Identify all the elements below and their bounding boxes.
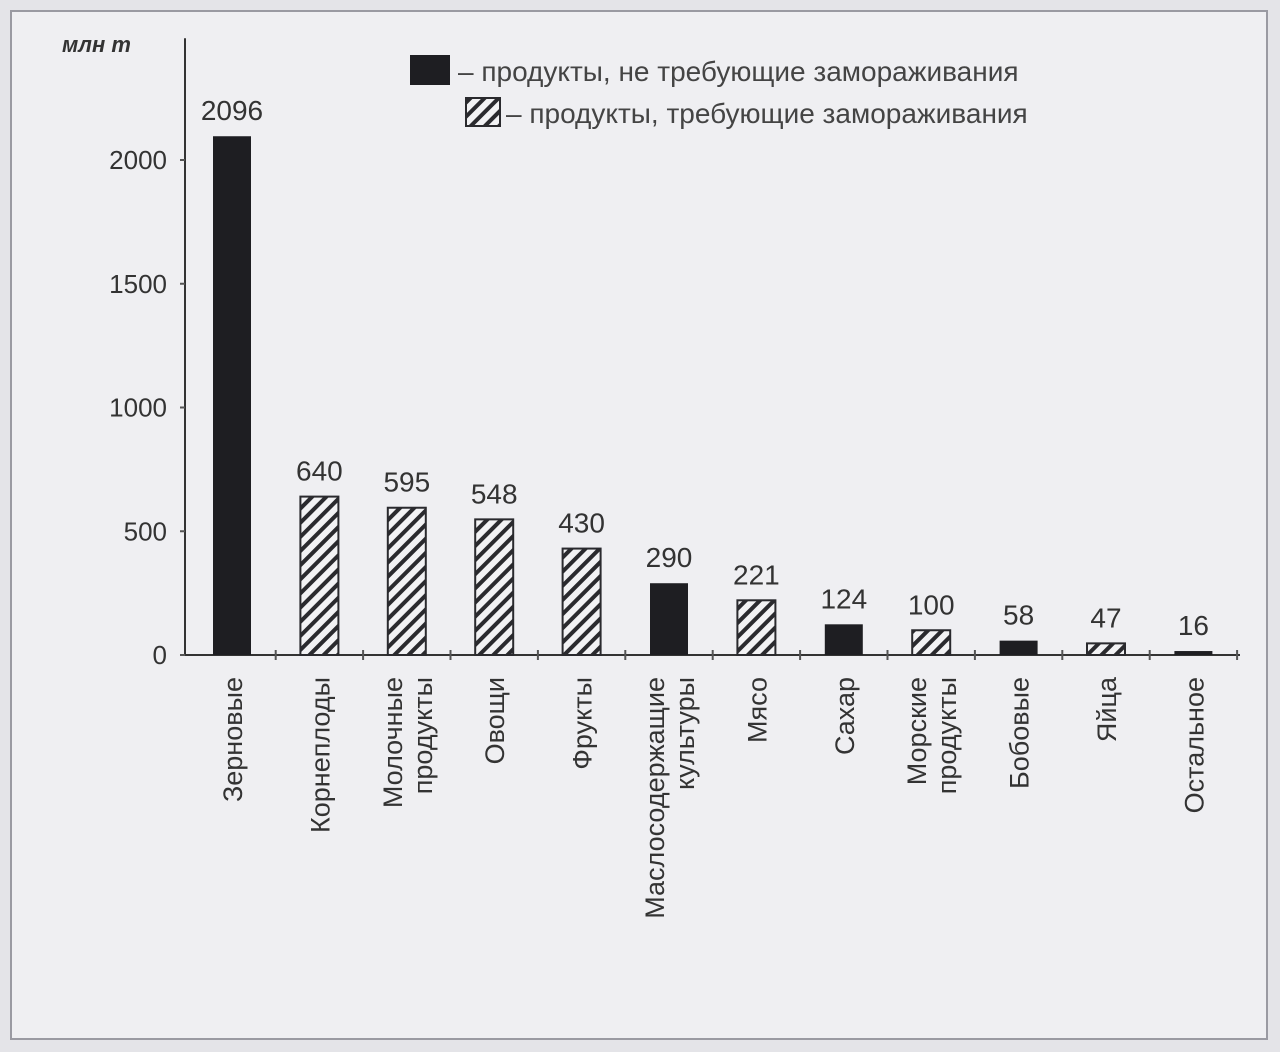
bar — [911, 629, 952, 656]
category-label: Маслосодержащие — [640, 677, 670, 919]
bar — [1174, 651, 1213, 655]
bar — [386, 506, 427, 656]
y-tick-label: 1000 — [109, 393, 167, 423]
bar-value-label: 124 — [820, 583, 867, 614]
bar — [1086, 642, 1126, 656]
bar — [736, 599, 777, 656]
legend-swatch-solid — [410, 55, 450, 85]
bar-value-label: 548 — [471, 478, 518, 509]
bar-value-label: 221 — [733, 559, 780, 590]
legend-swatch-hatched — [465, 97, 501, 127]
bar-value-label: 595 — [383, 467, 430, 498]
category-label: Яйца — [1092, 676, 1122, 742]
bar-value-label: 640 — [296, 456, 343, 487]
bar — [213, 136, 251, 656]
bar-value-label: 100 — [908, 589, 955, 620]
bar — [824, 624, 863, 655]
bar-value-label: 16 — [1178, 610, 1209, 641]
category-label: Корнеплоды — [305, 677, 335, 833]
bar — [561, 547, 602, 657]
category-label: культуры — [670, 677, 700, 790]
category-label: Фрукты — [568, 677, 598, 770]
legend-label-hatched: – продукты, требующие замораживания — [506, 98, 1028, 129]
bar — [650, 583, 688, 655]
category-label: Молочные — [378, 677, 408, 808]
category-label: продукты — [932, 677, 962, 794]
bar-value-label: 47 — [1090, 602, 1121, 633]
bar-value-label: 290 — [646, 542, 693, 573]
bar-value-label: 2096 — [201, 95, 263, 126]
y-tick-label: 500 — [124, 516, 167, 546]
legend: – продукты, не требующие замораживания –… — [410, 55, 1028, 129]
category-label: Морские — [902, 677, 932, 785]
y-tick-label: 0 — [153, 640, 167, 670]
bar-value-label: 58 — [1003, 600, 1034, 631]
category-label: Зерновые — [218, 677, 248, 802]
bar-value-label: 430 — [558, 508, 605, 539]
y-axis-label: млн т — [62, 32, 131, 57]
bar — [299, 495, 340, 656]
category-label: продукты — [408, 677, 438, 794]
y-tick-label: 2000 — [109, 145, 167, 175]
y-tick-label: 1500 — [109, 269, 167, 299]
bar — [999, 640, 1038, 655]
category-label: Бобовые — [1005, 677, 1035, 789]
bar — [474, 518, 515, 656]
category-label: Сахар — [830, 677, 860, 755]
legend-label-solid: – продукты, не требующие замораживания — [458, 56, 1019, 87]
category-label: Овощи — [480, 677, 510, 764]
category-label: Остальное — [1179, 677, 1209, 813]
category-label: Мясо — [742, 677, 772, 743]
